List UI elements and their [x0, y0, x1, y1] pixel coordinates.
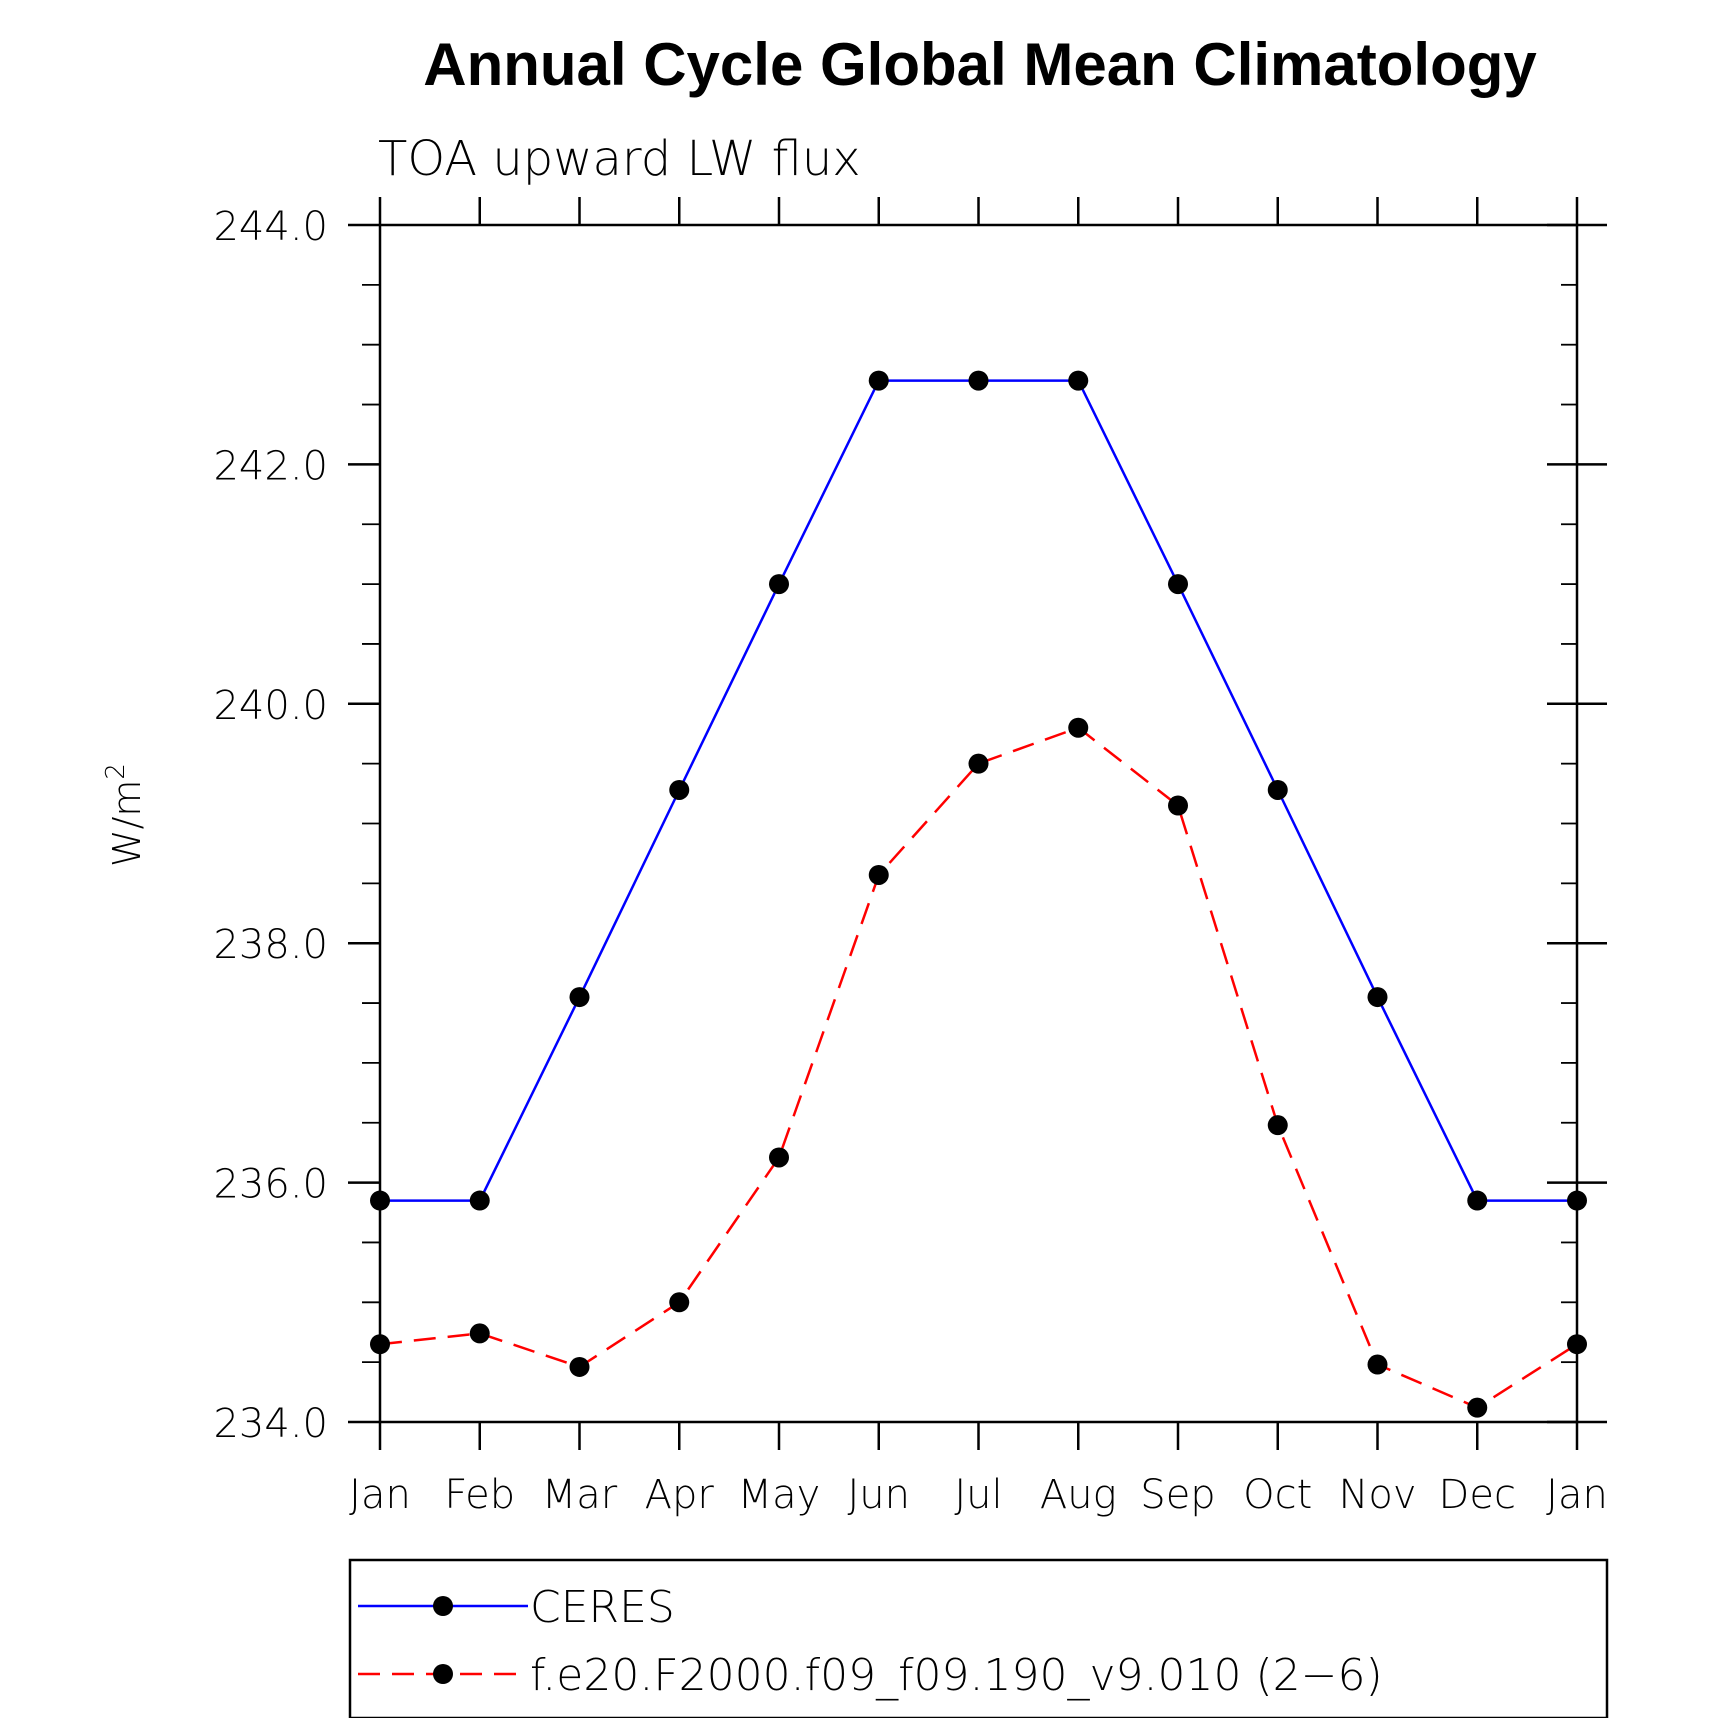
series-0-point — [669, 779, 690, 800]
legend-box — [348, 1558, 1609, 1718]
series-0-point — [569, 987, 590, 1008]
series-layer — [370, 370, 1587, 1418]
series-1-point — [469, 1323, 490, 1344]
series-0-point — [1168, 574, 1188, 595]
chart-title: Annual Cycle Global Mean Climatology — [423, 31, 1537, 98]
y-axis-label: W/m2 — [101, 763, 149, 867]
legend-label-model: f.e20.F2000.f09_f09.190_v9.010 (2−6) — [530, 1650, 1383, 1701]
series-1-point — [669, 1292, 690, 1313]
series-1-point — [1467, 1397, 1488, 1418]
series-line-0 — [380, 379, 1577, 1202]
series-0-point — [1367, 987, 1388, 1008]
series-1-point — [769, 1147, 789, 1168]
legend-marker-ceres — [433, 1596, 453, 1616]
series-0-point — [968, 370, 989, 391]
x-tick-label: Mar — [542, 1472, 618, 1518]
x-tick-label: Sep — [1140, 1472, 1215, 1518]
series-1-point — [868, 864, 889, 885]
x-tick-label: Apr — [645, 1472, 715, 1518]
x-tick-label: Oct — [1243, 1472, 1312, 1518]
svg-text:W/m2: W/m2 — [101, 763, 149, 867]
y-tick-label: 242.0 — [213, 443, 328, 489]
x-tick-label: Nov — [1338, 1472, 1416, 1518]
y-tick-label: 238.0 — [213, 922, 328, 968]
series-1-point — [1367, 1354, 1388, 1375]
y-axis-label-text: W/m — [105, 780, 149, 867]
series-1-point — [370, 1334, 390, 1355]
series-0-point — [370, 1190, 390, 1211]
series-1-point — [1068, 717, 1089, 738]
y-tick-label: 244.0 — [213, 204, 328, 250]
y-tick-label: 234.0 — [213, 1401, 328, 1447]
series-0-point — [1567, 1190, 1587, 1211]
series-0-point — [469, 1190, 490, 1211]
series-0-point — [1467, 1190, 1488, 1211]
chart-subtitle: TOA upward LW flux — [378, 131, 861, 187]
series-line-1 — [379, 726, 1578, 1410]
x-tick-label: Jul — [954, 1472, 1002, 1518]
axis-tick-labels: Jan Feb Mar Apr May Jun Jul Aug Sep Oct Nov Dec Jan 2… — [213, 204, 1607, 1518]
series-1-point — [968, 753, 989, 774]
legend-marker-model — [433, 1664, 453, 1684]
x-tick-label: Dec — [1439, 1472, 1516, 1518]
x-tick-label: Aug — [1040, 1472, 1117, 1518]
series-1-point — [1168, 795, 1188, 816]
x-tick-label: Feb — [444, 1472, 515, 1518]
x-tick-label: May — [738, 1472, 821, 1518]
series-1-point — [569, 1356, 590, 1377]
y-tick-label: 240.0 — [213, 683, 328, 729]
plot-frame — [378, 223, 1579, 1424]
series-0-point — [1068, 370, 1089, 391]
series-0-point — [1267, 779, 1288, 800]
series-0-point — [868, 370, 889, 391]
y-axis-label-superscript: 2 — [101, 763, 131, 780]
series-1-point — [1267, 1115, 1288, 1136]
x-tick-label: Jan — [349, 1472, 411, 1518]
axis-ticks — [348, 197, 1607, 1450]
x-tick-label: Jun — [848, 1472, 911, 1518]
series-0-point — [769, 574, 789, 595]
legend-label-ceres: CERES — [530, 1582, 675, 1633]
legend: CERES f.e20.F2000.f09_f09.190_v9.010 (2−… — [348, 1558, 1609, 1718]
y-tick-label: 236.0 — [213, 1162, 328, 1208]
series-1-point — [1567, 1334, 1587, 1355]
x-tick-label: Jan — [1546, 1472, 1608, 1518]
